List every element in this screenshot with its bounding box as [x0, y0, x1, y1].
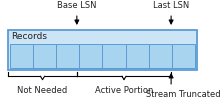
FancyBboxPatch shape: [33, 44, 56, 68]
FancyBboxPatch shape: [56, 44, 79, 68]
FancyBboxPatch shape: [172, 44, 195, 68]
Text: Not Needed: Not Needed: [17, 86, 68, 95]
FancyBboxPatch shape: [149, 44, 172, 68]
Text: Records: Records: [11, 32, 47, 41]
FancyBboxPatch shape: [126, 44, 149, 68]
Text: Last LSN: Last LSN: [153, 1, 189, 10]
FancyBboxPatch shape: [79, 44, 102, 68]
Text: Base LSN: Base LSN: [57, 1, 97, 10]
Text: Active Portion: Active Portion: [95, 86, 153, 95]
FancyBboxPatch shape: [102, 44, 126, 68]
FancyBboxPatch shape: [10, 44, 33, 68]
Text: Stream Truncated: Stream Truncated: [146, 91, 221, 99]
FancyBboxPatch shape: [8, 30, 197, 70]
